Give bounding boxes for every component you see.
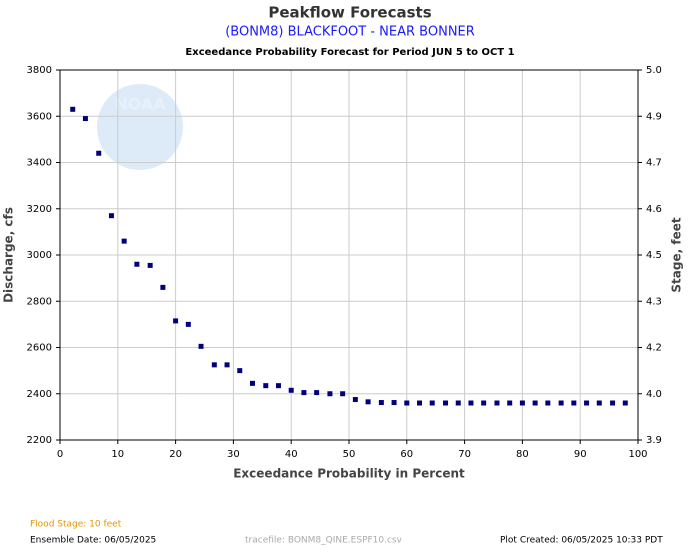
- y2-tick-label: 4.7: [646, 158, 662, 169]
- point: [455, 400, 461, 406]
- plot-frame: [59, 69, 639, 441]
- point: [288, 387, 294, 393]
- y-tick-label: 3200: [27, 204, 52, 215]
- x-tick-label: 10: [111, 449, 124, 460]
- point: [507, 400, 513, 406]
- y-tick-label: 2200: [27, 435, 52, 446]
- logo-circle: [97, 84, 183, 170]
- plot-created: Plot Created: 06/05/2025 10:33 PDT: [500, 536, 663, 546]
- point: [70, 106, 76, 112]
- x-tick-label: 100: [628, 449, 647, 460]
- point: [494, 400, 500, 406]
- point: [468, 400, 474, 406]
- point: [275, 383, 281, 389]
- x-tick-label: 50: [343, 449, 356, 460]
- y-tick-label: 3000: [27, 250, 52, 261]
- point: [301, 390, 307, 396]
- x-tick-label: 90: [574, 449, 587, 460]
- point: [198, 343, 204, 349]
- point: [584, 400, 590, 406]
- point: [160, 284, 166, 290]
- point: [404, 400, 410, 406]
- y-tick-label: 2400: [27, 389, 52, 400]
- point: [365, 399, 371, 405]
- flood-stage: Flood Stage: 10 feet: [30, 520, 122, 530]
- point: [571, 400, 577, 406]
- y2-axis-label: Stage, feet: [670, 217, 684, 292]
- y2-tick-label: 5.0: [646, 65, 662, 76]
- x-tick-label: 60: [400, 449, 413, 460]
- point: [185, 321, 191, 327]
- point: [224, 362, 230, 368]
- ensemble-date: Ensemble Date: 06/05/2025: [30, 536, 156, 546]
- point: [173, 318, 179, 324]
- tracefile: tracefile: BONM8_QINE.ESPF10.csv: [245, 536, 403, 546]
- point: [134, 261, 140, 267]
- point: [596, 400, 602, 406]
- point: [211, 362, 217, 368]
- point: [147, 262, 153, 268]
- point: [532, 400, 538, 406]
- point: [391, 400, 397, 406]
- x-tick-label: 40: [285, 449, 298, 460]
- point: [443, 400, 449, 406]
- chart-title: Peakflow Forecasts: [268, 4, 431, 22]
- point: [263, 383, 269, 389]
- x-tick-label: 30: [227, 449, 240, 460]
- point: [352, 397, 358, 403]
- point: [121, 238, 127, 244]
- x-axis-label: Exceedance Probability in Percent: [233, 467, 465, 481]
- y2-tick-label: 4.3: [646, 296, 662, 307]
- x-tick-label: 20: [169, 449, 182, 460]
- x-tick-label: 70: [458, 449, 471, 460]
- logo-text: NOAA: [114, 95, 166, 114]
- point: [558, 400, 564, 406]
- y-tick-label: 3600: [27, 111, 52, 122]
- y2-tick-label: 4.0: [646, 389, 662, 400]
- point: [622, 400, 628, 406]
- point: [340, 391, 346, 397]
- point: [327, 391, 333, 397]
- y2-tick-label: 4.6: [646, 204, 662, 215]
- y2-tick-label: 3.9: [646, 435, 662, 446]
- y2-tick-label: 4.9: [646, 111, 662, 122]
- y-axis-label: Discharge, cfs: [2, 207, 16, 303]
- point: [610, 400, 616, 406]
- point: [82, 116, 88, 122]
- y-tick-label: 3400: [27, 158, 52, 169]
- point: [519, 400, 525, 406]
- point: [108, 213, 114, 219]
- y2-tick-label: 4.2: [646, 343, 662, 354]
- y-tick-label: 3800: [27, 65, 52, 76]
- y-tick-label: 2800: [27, 296, 52, 307]
- y2-tick-label: 4.5: [646, 250, 662, 261]
- point: [545, 400, 551, 406]
- point: [96, 150, 102, 156]
- point: [249, 380, 255, 386]
- point: [378, 400, 384, 406]
- point: [481, 400, 487, 406]
- x-tick-label: 80: [516, 449, 529, 460]
- point: [314, 390, 320, 396]
- y-tick-label: 2600: [27, 343, 52, 354]
- chart-subtitle: (BONM8) BLACKFOOT - NEAR BONNER: [225, 25, 475, 40]
- point: [429, 400, 435, 406]
- point: [417, 400, 423, 406]
- period: Exceedance Probability Forecast for Peri…: [185, 47, 514, 58]
- point: [237, 368, 243, 374]
- x-tick-label: 0: [57, 449, 63, 460]
